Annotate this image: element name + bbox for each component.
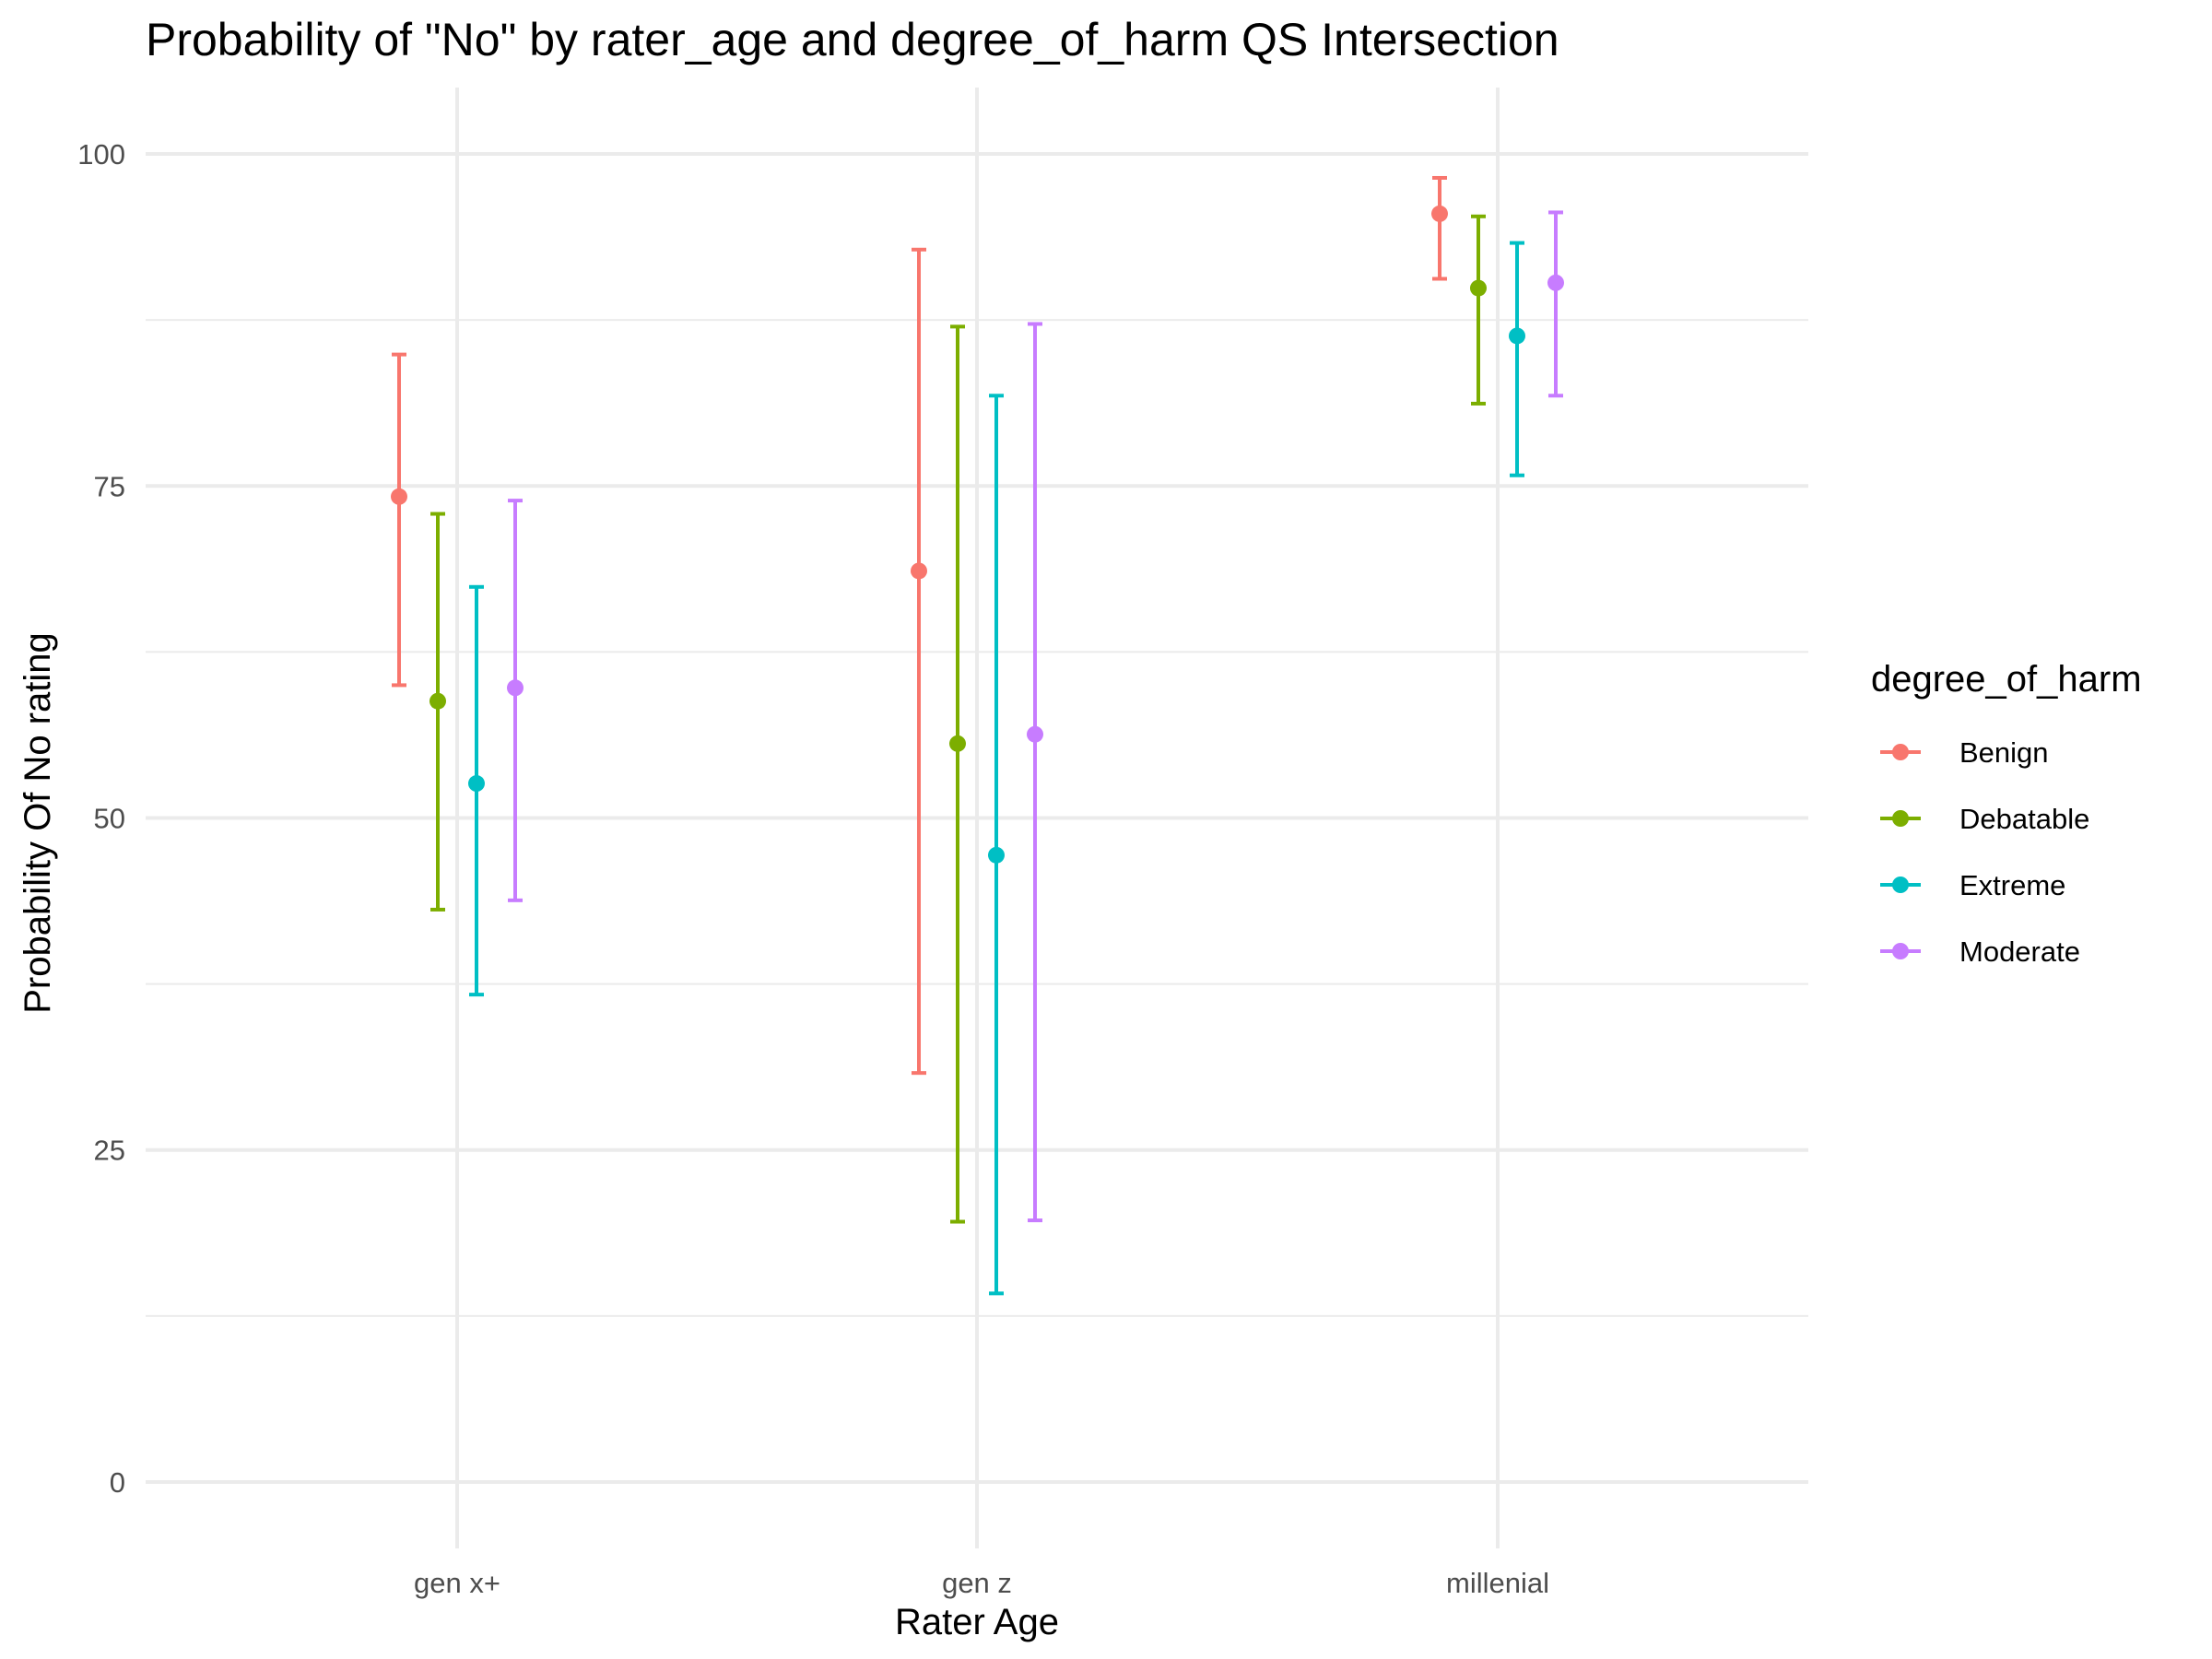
x-tick-label: gen x+ xyxy=(414,1567,500,1599)
y-axis-title: Probability Of No rating xyxy=(18,632,58,1014)
y-tick-label: 0 xyxy=(110,1466,125,1499)
legend-item-debatable: Debatable xyxy=(1880,803,2089,835)
legend-key-point xyxy=(1892,744,1909,760)
x-tick-label: gen z xyxy=(942,1567,1012,1599)
grid xyxy=(146,88,1808,1548)
series-extreme xyxy=(468,241,1525,1296)
legend-key-point xyxy=(1892,943,1909,959)
series-moderate xyxy=(507,210,1564,1223)
data-point xyxy=(1431,205,1448,222)
chart-title: Probability of "No" by rater_age and deg… xyxy=(146,14,1559,65)
legend-key-point xyxy=(1892,877,1909,893)
data-point xyxy=(1470,279,1487,297)
legend-label: Moderate xyxy=(1959,935,2080,968)
legend-item-extreme: Extreme xyxy=(1880,869,2065,901)
data-point xyxy=(911,562,927,580)
legend-label: Benign xyxy=(1959,736,2049,769)
data-point xyxy=(429,692,446,710)
legend-item-moderate: Moderate xyxy=(1880,935,2080,968)
legend-label: Debatable xyxy=(1959,803,2089,835)
y-tick-label: 25 xyxy=(94,1135,125,1167)
x-axis-title: Rater Age xyxy=(895,1602,1059,1642)
data-point xyxy=(949,735,966,752)
x-axis-ticks: gen x+ gen z millenial xyxy=(414,1567,1549,1599)
legend-title: degree_of_harm xyxy=(1871,659,2142,700)
series-debatable xyxy=(429,214,1487,1224)
legend-key-point xyxy=(1892,810,1909,827)
plot-marks xyxy=(391,175,1564,1296)
data-point xyxy=(468,775,485,793)
data-point xyxy=(1027,725,1043,743)
data-point xyxy=(1509,327,1525,345)
y-tick-label: 50 xyxy=(94,803,125,835)
y-axis-ticks: 0 25 50 75 100 xyxy=(77,138,125,1499)
legend: degree_of_harm Benign Debatable Extreme Mod… xyxy=(1871,659,2142,968)
series-benign xyxy=(391,175,1448,1076)
legend-label: Extreme xyxy=(1959,869,2065,901)
data-point xyxy=(507,679,524,697)
y-tick-label: 100 xyxy=(77,138,125,171)
y-tick-label: 75 xyxy=(94,470,125,502)
data-point xyxy=(391,488,407,505)
x-tick-label: millenial xyxy=(1446,1567,1549,1599)
legend-item-benign: Benign xyxy=(1880,736,2049,769)
data-point xyxy=(988,846,1005,864)
data-point xyxy=(1547,274,1564,291)
